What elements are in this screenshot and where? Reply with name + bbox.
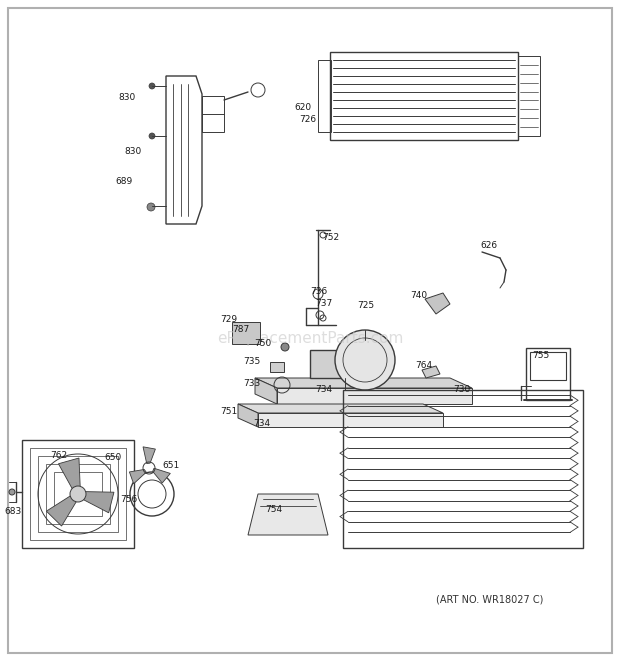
Text: 752: 752	[322, 233, 339, 241]
Bar	[318, 60, 331, 132]
Bar	[530, 352, 566, 380]
Polygon shape	[277, 388, 472, 404]
Text: 737: 737	[315, 299, 332, 307]
Polygon shape	[46, 496, 76, 526]
Text: 740: 740	[410, 292, 427, 301]
Circle shape	[149, 83, 155, 89]
Bar	[202, 96, 224, 132]
Text: 729: 729	[220, 315, 237, 323]
Polygon shape	[143, 447, 156, 463]
Text: 754: 754	[265, 506, 282, 514]
Text: 689: 689	[116, 178, 133, 186]
Text: 726: 726	[299, 116, 316, 124]
Text: 725: 725	[357, 301, 374, 311]
Bar	[343, 390, 583, 548]
Circle shape	[70, 486, 86, 502]
Text: 683: 683	[5, 508, 22, 516]
Circle shape	[9, 489, 15, 495]
Bar	[38, 456, 118, 532]
Polygon shape	[258, 413, 443, 427]
Circle shape	[335, 330, 395, 390]
Text: 756: 756	[120, 496, 137, 504]
Bar	[518, 56, 540, 136]
Text: 751: 751	[219, 407, 237, 416]
Text: 830: 830	[125, 147, 142, 157]
Polygon shape	[238, 404, 258, 427]
Bar	[526, 348, 570, 400]
Text: 755: 755	[532, 350, 549, 360]
Polygon shape	[248, 494, 328, 535]
Text: 626: 626	[480, 241, 497, 249]
Polygon shape	[238, 404, 443, 413]
Circle shape	[281, 343, 289, 351]
Bar	[46, 464, 110, 524]
Text: 734: 734	[253, 418, 270, 428]
Bar	[330, 52, 518, 140]
Text: 750: 750	[254, 340, 271, 348]
Circle shape	[147, 203, 155, 211]
Bar	[232, 322, 260, 344]
Bar	[270, 362, 284, 372]
Bar	[54, 472, 102, 516]
Text: 730: 730	[453, 385, 470, 395]
Polygon shape	[422, 366, 440, 378]
Bar	[22, 440, 134, 548]
Bar	[310, 350, 380, 378]
Polygon shape	[130, 469, 146, 484]
Text: 736: 736	[310, 286, 327, 295]
Polygon shape	[425, 293, 450, 314]
Text: eReplacementParts.com: eReplacementParts.com	[217, 330, 403, 346]
Text: 762: 762	[50, 451, 67, 461]
Text: (ART NO. WR18027 C): (ART NO. WR18027 C)	[436, 595, 544, 605]
Polygon shape	[153, 468, 171, 483]
Polygon shape	[84, 492, 114, 513]
Text: 787: 787	[232, 325, 249, 334]
Text: 735: 735	[243, 358, 260, 366]
Polygon shape	[58, 458, 80, 488]
Polygon shape	[255, 378, 472, 388]
Bar	[30, 448, 126, 540]
Text: 733: 733	[243, 379, 260, 387]
Text: 620: 620	[294, 104, 311, 112]
Text: 830: 830	[119, 93, 136, 102]
Text: 651: 651	[162, 461, 179, 471]
Text: 734: 734	[315, 385, 332, 393]
Polygon shape	[255, 378, 277, 404]
Circle shape	[149, 133, 155, 139]
Text: 764: 764	[415, 362, 432, 371]
Text: 650: 650	[104, 453, 122, 461]
